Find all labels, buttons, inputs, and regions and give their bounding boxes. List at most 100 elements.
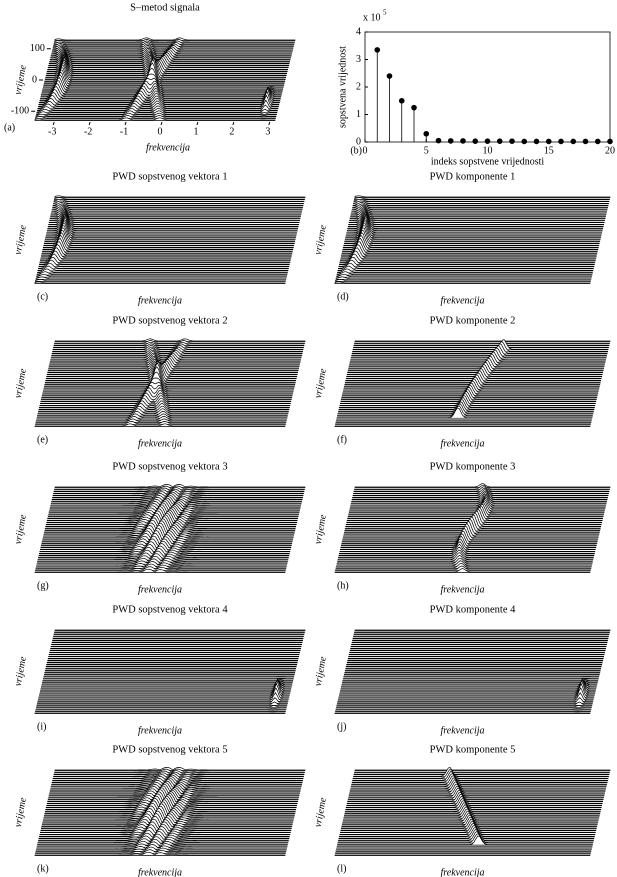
x-axis-label: frekvencija bbox=[138, 438, 182, 449]
surface-line bbox=[50, 208, 301, 217]
surface-line bbox=[37, 265, 289, 272]
x-tick-label: -1 bbox=[120, 126, 128, 137]
surface-line bbox=[349, 351, 606, 363]
y-axis-label: vrijeme bbox=[13, 224, 29, 256]
surface-line bbox=[37, 104, 278, 112]
surface-line bbox=[52, 773, 304, 780]
surface-line bbox=[35, 849, 286, 854]
stem-marker bbox=[423, 130, 430, 137]
stem-marker bbox=[545, 138, 552, 145]
surface-line bbox=[338, 259, 595, 268]
surface-line bbox=[351, 345, 607, 357]
surface-line bbox=[39, 823, 291, 834]
surface-line bbox=[47, 657, 299, 660]
surface-line bbox=[345, 219, 602, 236]
panel-title: PWD komponente 1 bbox=[430, 171, 516, 182]
surface-line bbox=[345, 666, 602, 668]
surface-line bbox=[44, 359, 296, 384]
surface-line bbox=[45, 219, 297, 236]
surface-line bbox=[40, 82, 282, 96]
surface-line bbox=[54, 338, 306, 342]
stem-marker bbox=[447, 138, 454, 144]
panel-title: PWD sopstvenog vektora 5 bbox=[112, 744, 227, 755]
surface-line bbox=[353, 344, 610, 346]
surface-line bbox=[36, 701, 288, 706]
stem-marker bbox=[533, 138, 540, 145]
x-tick-label: 10 bbox=[483, 145, 493, 156]
y-axis-label: vrijeme bbox=[313, 655, 329, 687]
surface-line bbox=[54, 768, 305, 773]
surface-line bbox=[338, 829, 595, 840]
surface-line bbox=[35, 710, 286, 712]
y-axis-label: vrijeme bbox=[13, 513, 29, 545]
surface-line bbox=[52, 203, 303, 209]
surface-line bbox=[346, 215, 603, 232]
surface-line bbox=[49, 355, 301, 365]
panel-label: (i) bbox=[37, 721, 46, 732]
surface-line bbox=[350, 647, 606, 650]
surface-line bbox=[348, 357, 605, 369]
surface-line bbox=[344, 804, 601, 815]
surface-line bbox=[340, 679, 597, 690]
surface-line bbox=[336, 407, 593, 419]
surface-line bbox=[45, 361, 297, 380]
y-tick-label: 3 bbox=[356, 54, 361, 65]
x-tick-label: 5 bbox=[424, 145, 429, 156]
surface-line bbox=[350, 494, 607, 505]
surface-line bbox=[36, 110, 277, 115]
surface-line bbox=[35, 421, 286, 425]
surface-line bbox=[341, 527, 598, 542]
x-tick-label: -3 bbox=[48, 126, 56, 137]
surface-line bbox=[39, 256, 290, 265]
stem-marker bbox=[607, 138, 613, 145]
surface-line bbox=[348, 655, 605, 658]
stem-marker bbox=[435, 137, 442, 144]
surface-line bbox=[48, 655, 300, 658]
x-tick-label: 15 bbox=[544, 145, 554, 156]
surface-line bbox=[44, 672, 296, 674]
surface-line bbox=[46, 510, 298, 524]
surface-line bbox=[339, 825, 596, 836]
surface-line bbox=[39, 545, 290, 555]
scale-label: x 10 bbox=[363, 12, 381, 23]
surface-line bbox=[45, 221, 297, 238]
surface-line bbox=[347, 791, 604, 802]
surface-line bbox=[343, 806, 600, 817]
surface-line bbox=[50, 351, 302, 359]
surface-line bbox=[351, 775, 607, 786]
surface-line bbox=[352, 769, 609, 780]
surface-line bbox=[353, 346, 609, 349]
stem-marker bbox=[496, 138, 503, 144]
surface-line bbox=[337, 833, 594, 844]
surface-line bbox=[339, 827, 595, 838]
surface-line bbox=[344, 225, 601, 242]
surface-line bbox=[345, 797, 602, 809]
x-tick-label: -2 bbox=[84, 126, 92, 137]
surface-line bbox=[39, 253, 291, 263]
surface-line bbox=[347, 789, 604, 800]
surface-line bbox=[335, 852, 591, 854]
surface-line bbox=[53, 40, 295, 45]
surface-line bbox=[341, 241, 598, 255]
surface-line bbox=[54, 195, 306, 198]
surface bbox=[334, 483, 611, 573]
surface-line bbox=[44, 223, 296, 240]
surface-line bbox=[37, 838, 288, 846]
x-axis-label: indeks sopstvene vrijednosti bbox=[431, 156, 545, 167]
surface-line bbox=[344, 802, 601, 813]
surface-line bbox=[348, 787, 605, 798]
surface-line bbox=[35, 566, 286, 571]
surface-line bbox=[36, 844, 287, 850]
x-tick-label: 0 bbox=[158, 126, 163, 137]
y-axis-label: vrijeme bbox=[313, 796, 329, 828]
surface-line bbox=[350, 779, 606, 790]
surface-line bbox=[352, 340, 608, 353]
x-tick-label: 3 bbox=[265, 126, 270, 137]
surface-line bbox=[341, 681, 598, 686]
x-tick bbox=[196, 121, 199, 126]
panel-label: (l) bbox=[337, 863, 346, 874]
y-axis-label: vrijeme bbox=[13, 796, 29, 828]
surface-line bbox=[340, 820, 597, 831]
surface-line bbox=[340, 535, 597, 548]
surface-line bbox=[39, 250, 291, 261]
